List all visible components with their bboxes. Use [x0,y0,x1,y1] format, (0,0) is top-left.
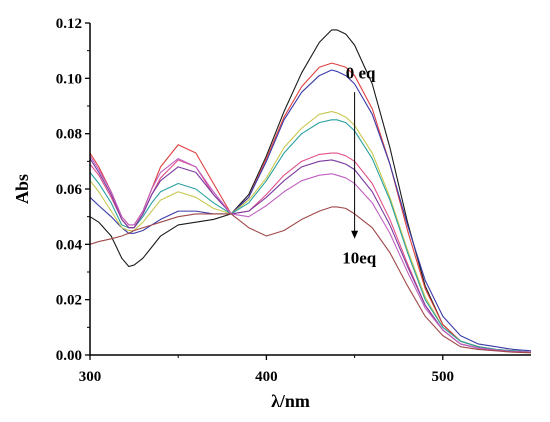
series-line-9 [89,206,532,354]
series-group [89,29,532,354]
y-tick-label-4: 0.08 [56,127,82,143]
x-tick-label-1: 400 [255,369,278,385]
series-line-8 [89,155,532,353]
annotations-group: 0 eq 10eq [342,63,377,267]
y-tick-label-2: 0.04 [56,237,83,253]
annotation-label-1: 0 eq [346,63,376,82]
series-line-6 [89,152,532,353]
arrow-head [351,230,359,239]
series-line-2 [89,62,532,353]
y-axis-title: Abs [12,174,32,204]
y-tick-label-1: 0.02 [56,293,82,309]
y-tick-label-6: 0.12 [56,16,82,32]
series-line-1 [89,29,532,353]
annotation-label-2: 10eq [342,249,377,268]
y-tick-label-0: 0.00 [56,348,82,364]
series-line-7 [89,158,532,353]
series-line-3 [89,69,532,352]
x-axis-title: λ/nm [271,391,310,411]
x-tick-label-0: 300 [79,369,102,385]
x-tick-label-2: 500 [432,369,455,385]
series-line-5 [89,119,532,353]
series-line-4 [89,110,532,353]
y-tick-label-5: 0.10 [56,71,82,87]
axes-group: 0.00 0.02 0.04 0.06 0.08 0.10 0.12 300 400 500 λ/n… [12,16,531,411]
y-tick-label-3: 0.06 [56,182,83,198]
